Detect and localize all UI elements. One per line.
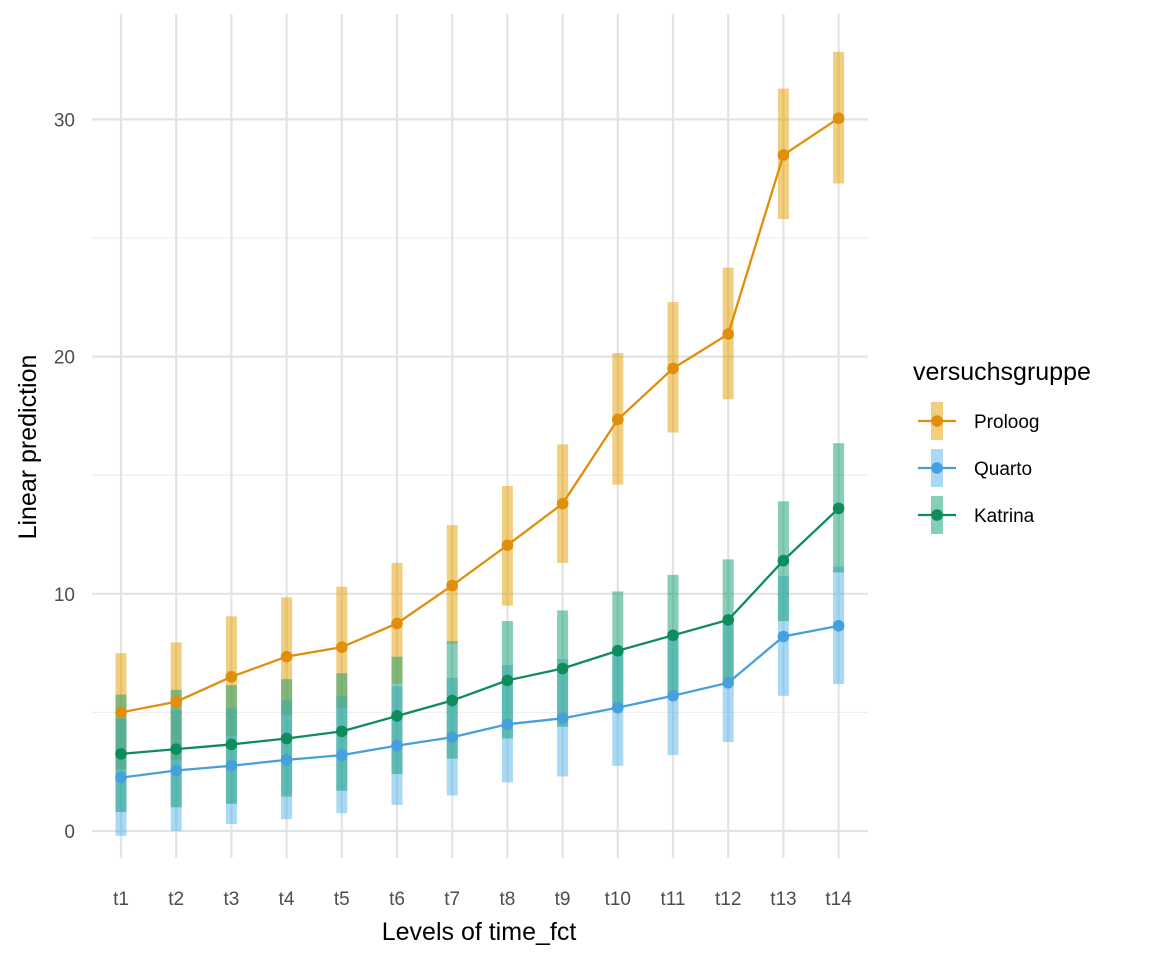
legend-title: versuchsgruppe: [913, 358, 1091, 386]
data-point-proloog: [391, 617, 403, 630]
legend: versuchsgruppe Proloog Quarto Katrina: [913, 358, 1091, 534]
x-tick-label: t12: [715, 889, 741, 910]
data-point-quarto: [667, 689, 679, 702]
data-point-katrina: [556, 662, 569, 675]
data-point-proloog: [556, 497, 569, 510]
series-line-quarto: [120, 624, 839, 779]
x-tick-label: t6: [389, 889, 405, 910]
legend-label-quarto: Quarto: [974, 459, 1032, 480]
x-tick-label: t9: [555, 889, 571, 910]
data-point-katrina: [667, 629, 679, 642]
data-point-quarto: [225, 759, 238, 772]
data-point-katrina: [336, 725, 348, 738]
legend-item-quarto: Quarto: [918, 449, 1032, 487]
data-point-katrina: [446, 694, 459, 707]
data-point-katrina: [832, 502, 845, 515]
data-point-quarto: [832, 620, 845, 632]
data-point-quarto: [115, 771, 127, 784]
x-axis-ticks: t1 t2 t3 t4 t5 t6 t7 t8 t9 t10 t11 t12 t13 t14: [113, 889, 852, 910]
data-point-katrina: [612, 644, 624, 657]
data-point-quarto: [280, 754, 293, 766]
y-tick-label: 10: [54, 585, 75, 606]
x-tick-label: t5: [334, 889, 350, 910]
series-line-proloog: [120, 117, 840, 714]
data-point-quarto: [446, 731, 459, 744]
data-point-proloog: [225, 671, 238, 683]
data-point-quarto: [501, 718, 514, 731]
data-point-katrina: [501, 674, 514, 687]
data-point-proloog: [115, 706, 127, 719]
series-line-katrina: [120, 507, 840, 756]
data-point-proloog: [667, 362, 679, 375]
data-point-quarto: [336, 749, 348, 761]
x-tick-label: t11: [660, 889, 685, 910]
x-tick-label: t1: [113, 889, 129, 910]
y-tick-label: 30: [54, 110, 75, 131]
data-point-quarto: [556, 712, 569, 725]
legend-key-point: [931, 462, 943, 474]
data-point-proloog: [446, 579, 459, 592]
legend-key-point: [931, 415, 943, 427]
data-point-proloog: [501, 539, 514, 551]
data-point-proloog: [612, 413, 624, 426]
data-point-quarto: [777, 630, 790, 643]
x-tick-label: t8: [499, 889, 515, 910]
data-point-proloog: [777, 149, 790, 161]
y-axis-ticks: 0 10 20 30: [54, 110, 75, 843]
legend-label-proloog: Proloog: [974, 412, 1040, 433]
data-point-katrina: [391, 710, 403, 722]
data-point-quarto: [170, 764, 182, 777]
x-axis-title: Levels of time_fct: [382, 918, 577, 946]
data-point-quarto: [612, 701, 624, 714]
legend-item-katrina: Katrina: [918, 496, 1035, 534]
legend-label-katrina: Katrina: [974, 506, 1035, 527]
data-point-katrina: [170, 743, 182, 755]
data-point-katrina: [722, 614, 734, 626]
data-point-quarto: [722, 676, 734, 689]
data-point-proloog: [832, 112, 845, 125]
x-tick-label: t4: [279, 889, 295, 910]
data-point-katrina: [115, 748, 127, 760]
data-point-katrina: [777, 554, 790, 567]
series-lines: [120, 117, 840, 779]
data-point-proloog: [280, 650, 293, 663]
data-point-proloog: [170, 695, 182, 708]
legend-key-point: [931, 509, 943, 521]
x-tick-label: t7: [444, 889, 460, 910]
x-tick-label: t10: [605, 889, 631, 910]
data-point-proloog: [336, 641, 348, 653]
legend-item-proloog: Proloog: [918, 402, 1040, 440]
series-points: [115, 112, 845, 784]
x-tick-label: t14: [825, 889, 852, 910]
x-tick-label: t13: [770, 889, 796, 910]
y-axis-title: Linear prediction: [14, 355, 42, 540]
data-point-quarto: [391, 739, 403, 752]
confidence-bands: [115, 51, 845, 836]
data-point-katrina: [225, 738, 238, 751]
y-tick-label: 20: [54, 348, 75, 369]
x-tick-label: t3: [223, 889, 239, 910]
y-tick-label: 0: [64, 822, 75, 843]
x-tick-label: t2: [168, 889, 184, 910]
data-point-katrina: [280, 732, 293, 745]
data-point-proloog: [722, 328, 734, 340]
legend-items: Proloog Quarto Katrina: [918, 402, 1040, 534]
